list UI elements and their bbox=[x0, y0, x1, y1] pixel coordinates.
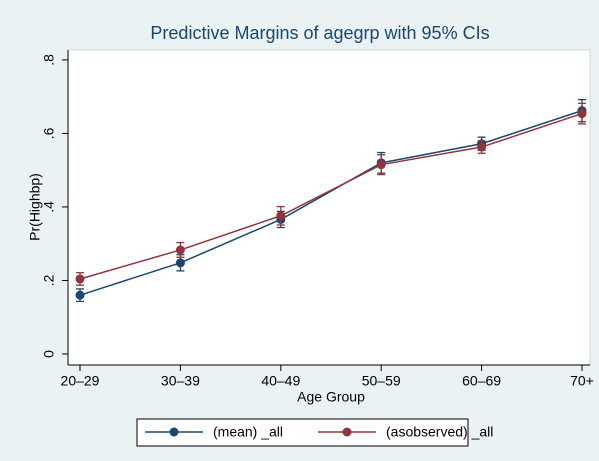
point bbox=[276, 211, 286, 221]
y-tick-label: .4 bbox=[41, 201, 57, 213]
legend-marker bbox=[169, 427, 179, 437]
plot-area bbox=[67, 49, 591, 366]
x-tick-label: 20–29 bbox=[61, 373, 100, 389]
legend-label: (mean) _all bbox=[213, 424, 283, 440]
x-tick-label: 30–39 bbox=[161, 373, 200, 389]
x-tick-label: 70+ bbox=[570, 373, 594, 389]
point bbox=[175, 258, 185, 268]
x-tick-label: 50–59 bbox=[362, 373, 401, 389]
series-line bbox=[79, 109, 583, 296]
y-tick-label: 0 bbox=[41, 350, 57, 358]
point bbox=[175, 245, 185, 255]
x-tick-label: 60–69 bbox=[462, 373, 501, 389]
point bbox=[75, 274, 85, 284]
point bbox=[477, 142, 487, 152]
y-tick-label: .8 bbox=[41, 54, 57, 66]
series-line bbox=[79, 112, 583, 280]
y-tick-label: .6 bbox=[41, 127, 57, 139]
point bbox=[75, 290, 85, 300]
x-axis-label: Age Group bbox=[297, 389, 365, 405]
y-axis-label: Pr(Highbp) bbox=[27, 173, 43, 241]
legend-label: (asobserved) _all bbox=[386, 424, 493, 440]
point bbox=[577, 109, 587, 119]
chart-title: Predictive Margins of agegrp with 95% CI… bbox=[150, 23, 489, 43]
legend-marker bbox=[342, 427, 352, 437]
y-tick-label: .2 bbox=[41, 274, 57, 286]
x-tick-label: 40–49 bbox=[261, 373, 300, 389]
point bbox=[376, 160, 386, 170]
